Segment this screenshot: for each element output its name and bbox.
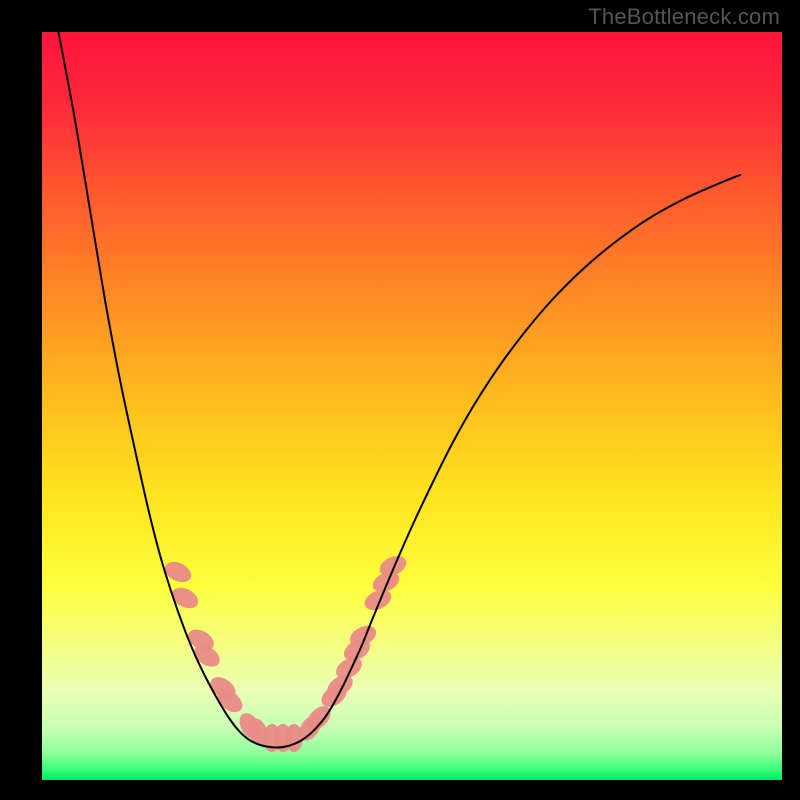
plot-svg xyxy=(42,32,782,780)
curve-marker xyxy=(161,558,194,586)
curve-markers xyxy=(161,552,409,752)
plot-area xyxy=(42,32,782,780)
chart-frame: TheBottleneck.com xyxy=(0,0,800,800)
bottleneck-curve xyxy=(48,32,740,748)
watermark-text: TheBottleneck.com xyxy=(588,4,780,30)
